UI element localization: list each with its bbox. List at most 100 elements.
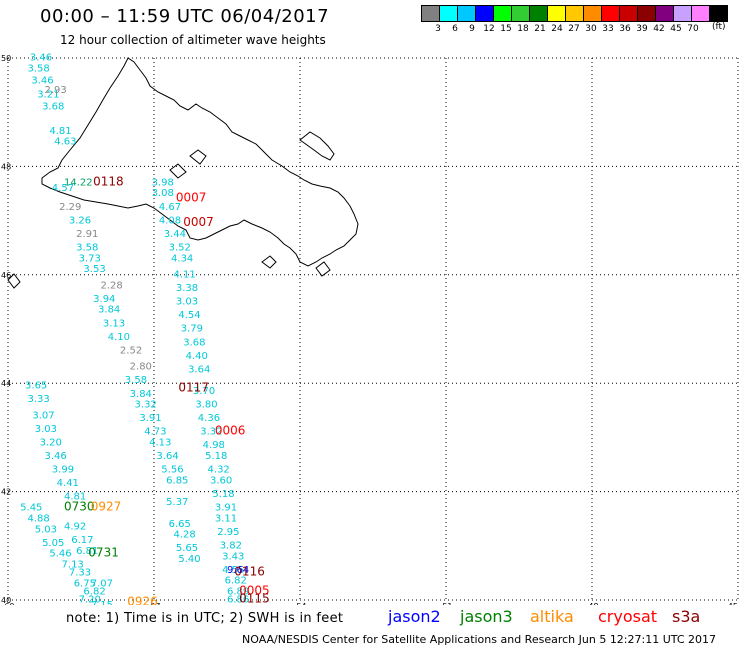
lat-label: 48 <box>1 162 11 171</box>
wave-height-label: 3.52 <box>169 242 191 253</box>
lon-label: -57 <box>147 602 160 605</box>
wave-height-label: 6.82 <box>225 576 247 587</box>
wave-height-label: 4.54 <box>178 310 200 321</box>
wave-height-label: 3.65 <box>25 381 47 392</box>
wave-height-label: 2.28 <box>100 280 122 291</box>
wave-height-label: 4.73 <box>144 427 166 438</box>
legend-value: 24 <box>551 24 563 34</box>
legend-value: 70 <box>687 24 699 34</box>
wave-height-label: 4.36 <box>198 413 220 424</box>
wave-height-label: 3.91 <box>215 503 237 514</box>
wave-height-label: 4.55 <box>222 565 244 576</box>
wave-height-label: 7.20 <box>79 595 101 605</box>
wave-height-label: 3.20 <box>40 438 62 449</box>
wave-height-label: 3.32 <box>135 400 157 411</box>
satellite-altika: altika <box>530 607 574 626</box>
legend-value: 45 <box>670 24 682 34</box>
wave-height-label: 4.81 <box>49 126 71 137</box>
lat-label: 44 <box>1 379 11 388</box>
wave-height-label: 3.91 <box>139 413 161 424</box>
wave-height-label: 3.21 <box>37 90 59 101</box>
wave-height-label: 4.98 <box>203 440 225 451</box>
wave-height-label: 3.46 <box>45 451 67 462</box>
wave-height-label: 3.44 <box>164 229 186 240</box>
wave-height-label: 5.37 <box>166 497 188 508</box>
wave-height-label: 3.64 <box>188 364 210 375</box>
wave-height-label: 3.38 <box>176 283 198 294</box>
wave-height-label: 4.81 <box>64 492 86 503</box>
legend-value: 42 <box>653 24 665 34</box>
wave-height-label: 3.73 <box>79 253 101 264</box>
wave-height-label: 3.99 <box>52 465 74 476</box>
pass-time-label: 0730 <box>64 500 95 514</box>
lat-label: 40 <box>1 596 11 605</box>
wave-height-label: 3.58 <box>76 242 98 253</box>
satellite-s3a: s3a <box>672 607 701 626</box>
wave-height-label: 6.81 <box>76 546 98 557</box>
lon-label: -51 <box>439 602 452 605</box>
pass-time-label: 0926 <box>127 594 158 605</box>
wave-height-label: 4.28 <box>173 530 195 541</box>
pass-time-label: 0117 <box>178 380 209 394</box>
wave-height-label: 5.40 <box>178 554 200 565</box>
wave-height-label: 4.32 <box>208 465 230 476</box>
altimeter-tracks: 3.463.583.463.213.684.814.634.573.263.58… <box>20 53 249 605</box>
chart-subtitle: 12 hour collection of altimeter wave hei… <box>60 33 326 47</box>
coastline-newfoundland <box>7 57 359 289</box>
wave-height-label: 5.18 <box>205 451 227 462</box>
wave-height-label: 6.86 <box>227 595 249 605</box>
wave-height-label: 6.65 <box>169 519 191 530</box>
wave-height-label: 2.91 <box>76 229 98 240</box>
wave-height-label: 5.56 <box>161 465 183 476</box>
wave-height-label: 3.03 <box>35 424 57 435</box>
wave-height-label: 3.43 <box>222 551 244 562</box>
legend-value: 21 <box>534 24 546 34</box>
wave-height-label: 5.65 <box>176 543 198 554</box>
wave-height-label: 3.58 <box>27 64 49 75</box>
pass-time-label: 0007 <box>176 191 207 205</box>
wave-height-label: 5.03 <box>35 524 57 535</box>
wave-height-label: 3.94 <box>93 294 115 305</box>
lat-label: 46 <box>1 271 11 280</box>
legend-value: 18 <box>517 24 529 34</box>
pass-time-label: 0005 <box>239 584 270 598</box>
wave-height-label: 5.46 <box>49 549 71 560</box>
legend-value: 12 <box>483 24 495 34</box>
wave-height-label: 14.22 <box>64 177 93 188</box>
legend-value: 36 <box>619 24 631 34</box>
wave-height-label: 3.98 <box>152 177 174 188</box>
wave-height-label: 9.64 <box>227 565 249 576</box>
wave-height-label: 5.45 <box>20 503 42 514</box>
wave-height-label: 3.70 <box>193 386 215 397</box>
wave-height-label: 3.46 <box>30 53 52 64</box>
legend-value: 33 <box>602 24 614 34</box>
lon-label: -60 <box>1 602 14 605</box>
wave-height-label: 3.84 <box>98 305 120 316</box>
wave-height-label: 5.18 <box>212 489 234 500</box>
wave-height-label: 3.11 <box>215 513 237 524</box>
wave-height-label: 3.33 <box>27 394 49 405</box>
wave-height-label: 2.29 <box>59 202 81 213</box>
satellite-jason3: jason3 <box>460 607 513 626</box>
legend-value: 39 <box>636 24 648 34</box>
wave-height-label: 3.79 <box>181 324 203 335</box>
wave-height-label: 3.82 <box>220 541 242 552</box>
wave-height-label: 6.17 <box>71 535 93 546</box>
legend-swatches <box>421 5 728 22</box>
pass-time-label: 0007 <box>183 215 214 229</box>
map-grid: 50 48 46 44 42 40-60 -57 -54 -51 -48 -45 <box>1 54 739 605</box>
color-legend: 3 6 9 12 15 18 21 24 27 30 33 36 39 42 45 70 (ft) <box>421 5 728 36</box>
wave-height-label: 4.88 <box>27 513 49 524</box>
wave-height-label: 6.85 <box>166 475 188 486</box>
satellite-jason2: jason2 <box>388 607 441 626</box>
lon-label: -48 <box>585 602 598 605</box>
pass-time-label: 0731 <box>88 546 119 560</box>
pass-time-label: 0118 <box>93 174 124 188</box>
wave-height-label: 3.53 <box>83 264 105 275</box>
wave-height-label: 5.05 <box>42 538 64 549</box>
wave-height-label: 3.68 <box>183 337 205 348</box>
wave-height-label: 4.57 <box>52 183 74 194</box>
footer-note: note: 1) Time is in UTC; 2) SWH is in fe… <box>66 611 344 626</box>
